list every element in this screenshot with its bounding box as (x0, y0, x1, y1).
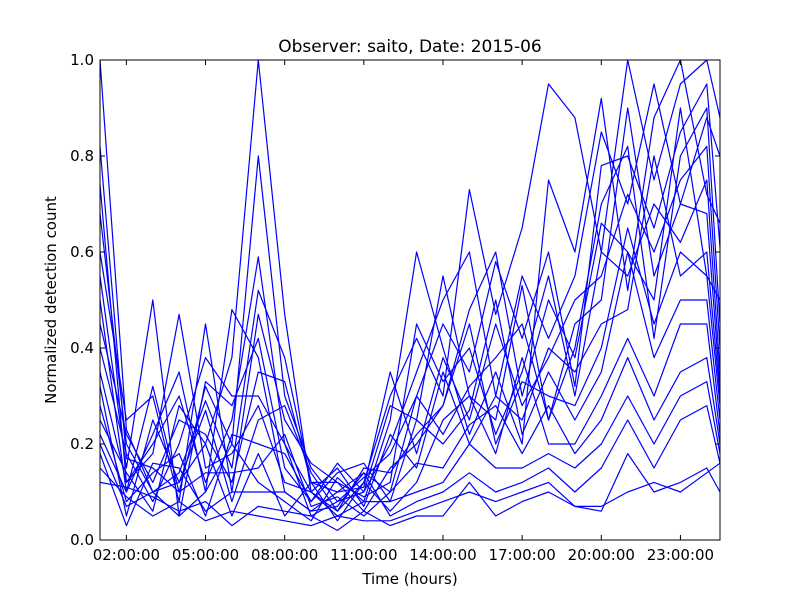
y-tick-label: 0.4 (70, 339, 94, 357)
x-tick-label: 11:00:00 (330, 546, 397, 564)
chart-title: Observer: saito, Date: 2015-06 (278, 37, 541, 57)
y-tick-label: 0.2 (70, 435, 94, 453)
x-tick-label: 23:00:00 (647, 546, 714, 564)
y-tick-label: 0.6 (70, 243, 94, 261)
series-line-8 (99, 179, 721, 498)
axis-ticks: 02:00:00 05:00:00 08:00:00 11:00:00 14:00:00… (70, 51, 720, 564)
x-axis-label: Time (hours) (361, 570, 457, 588)
series-line-14 (99, 357, 721, 517)
x-tick-label: 08:00:00 (251, 546, 318, 564)
series-line-17 (99, 462, 721, 527)
x-tick-label: 20:00:00 (568, 546, 635, 564)
series-line-2 (99, 83, 721, 503)
series-line-18 (99, 453, 721, 532)
series-line-3 (99, 59, 721, 517)
y-axis-label: Normalized detection count (42, 196, 60, 404)
x-tick-label: 17:00:00 (488, 546, 555, 564)
series-line-11 (99, 227, 721, 517)
y-tick-label: 0.0 (70, 531, 94, 549)
series-line-9 (99, 107, 721, 517)
x-tick-label: 05:00:00 (172, 546, 239, 564)
series-line-16 (99, 405, 721, 527)
series-line-12 (99, 251, 721, 517)
y-tick-label: 0.8 (70, 147, 94, 165)
series-line-10 (99, 155, 721, 507)
series-line-15 (99, 381, 721, 522)
x-tick-label: 14:00:00 (409, 546, 476, 564)
plot-frame (99, 59, 721, 541)
x-tick-label: 02:00:00 (93, 546, 160, 564)
series-layer (99, 59, 721, 532)
y-tick-label: 1.0 (70, 51, 94, 69)
series-line-13 (99, 323, 721, 522)
